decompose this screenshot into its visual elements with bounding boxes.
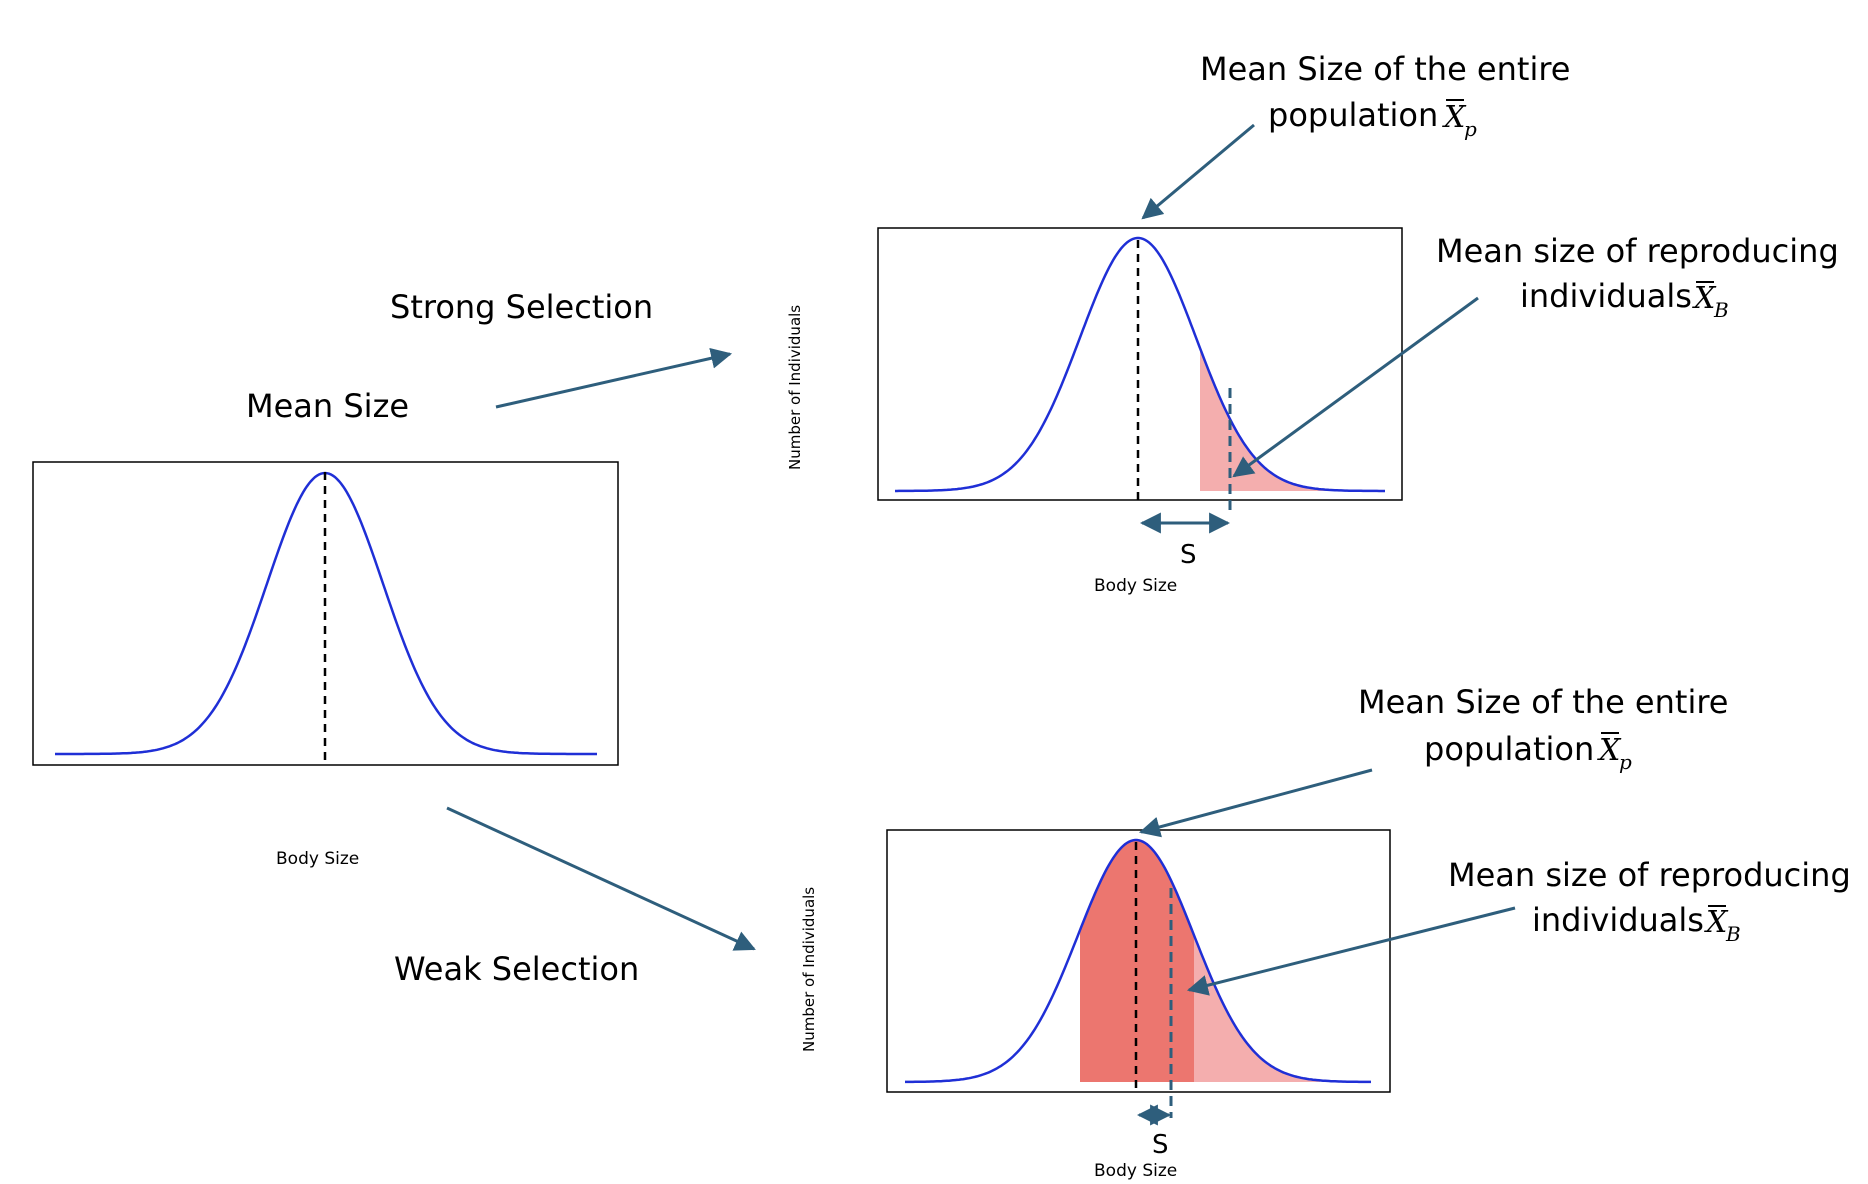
weak-y-axis-label: Number of Individuals [800,887,818,1052]
svg-text:B: B [1713,298,1729,322]
mean-size-label: Mean Size [246,387,409,425]
svg-text:X: X [1704,905,1729,940]
weak-pop-mean-arrow [1138,768,1373,838]
strong-rep-mean-line1: Mean size of reproducing [1436,232,1839,270]
left-plot-frame [32,461,619,766]
strong-selection-arrow [495,347,733,409]
strong-plot-frame [877,227,1403,501]
weak-rep-mean-arrow [1186,906,1516,996]
svg-text:p: p [1619,750,1632,774]
svg-text:B: B [1725,922,1741,946]
left-body-size-label: Body Size [276,849,359,869]
weak-pop-mean-line2: population [1424,730,1594,768]
strong-s-label: S [1180,540,1197,570]
weak-distribution-curve [905,838,1371,1084]
strong-distribution-curve [895,236,1385,493]
strong-y-axis-label: Number of Individuals [786,305,804,470]
svg-text:X: X [1692,281,1717,316]
svg-text:X: X [1442,100,1467,135]
strong-rep-mean-arrow [1232,296,1479,478]
weak-plot-frame [886,829,1391,1093]
weak-rep-mean-line2: individuals [1532,901,1704,939]
weak-s-label: S [1152,1130,1169,1160]
svg-text:X: X [1597,733,1622,768]
weak-selection-label: Weak Selection [394,950,639,988]
weak-selection-arrow [446,806,756,951]
strong-pop-mean-line2: population [1268,96,1438,134]
weak-pop-mean-symbol: X p [1597,732,1632,774]
weak-rep-mean-line1: Mean size of reproducing [1448,856,1851,894]
weak-body-size-label: Body Size [1094,1161,1177,1181]
svg-text:p: p [1464,117,1477,141]
weak-rep-mean-symbol: X B [1704,905,1741,946]
weak-pop-mean-line1: Mean Size of the entire [1358,683,1728,721]
strong-pop-mean-arrow [1141,123,1255,220]
strong-pop-mean-symbol: X p [1442,99,1477,141]
strong-rep-mean-symbol: X B [1692,281,1729,322]
strong-selection-label: Strong Selection [390,288,653,326]
weak-selected-region-light [1194,935,1320,1082]
strong-rep-mean-line2: individuals [1520,277,1692,315]
strong-body-size-label: Body Size [1094,576,1177,596]
strong-selected-region [1200,348,1330,491]
strong-pop-mean-line1: Mean Size of the entire [1200,50,1570,88]
